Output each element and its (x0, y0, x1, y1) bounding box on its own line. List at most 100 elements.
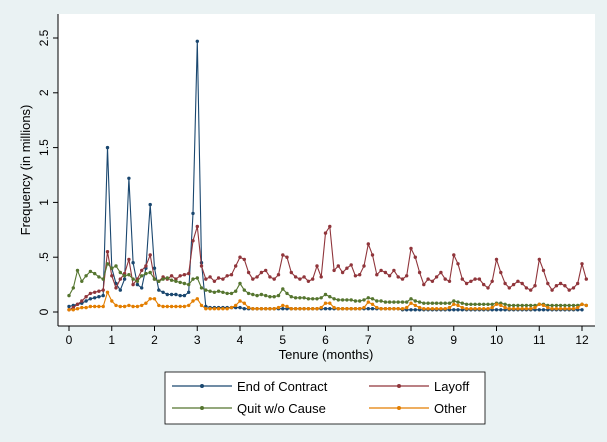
data-point (97, 304, 101, 309)
data-point (182, 273, 187, 277)
y-tick-label: 0 (37, 308, 51, 315)
data-point (490, 279, 494, 283)
data-point (383, 300, 388, 304)
data-point (148, 297, 152, 301)
data-point (349, 298, 353, 302)
data-point (546, 305, 550, 310)
data-point (144, 301, 148, 305)
data-point (323, 231, 328, 235)
data-point (554, 284, 559, 288)
data-point (426, 277, 430, 281)
data-point (580, 302, 584, 306)
data-point (405, 300, 409, 304)
data-point (238, 299, 242, 303)
data-point (482, 302, 486, 306)
data-point (67, 293, 71, 298)
data-point (529, 303, 533, 308)
data-point (311, 277, 315, 281)
data-point (567, 288, 571, 292)
data-point (114, 264, 118, 268)
x-tick-label: 2 (151, 333, 158, 347)
data-point (392, 307, 396, 311)
data-point (118, 270, 123, 275)
legend-label: End of Contract (237, 379, 328, 394)
data-point (554, 303, 559, 308)
data-point (71, 286, 76, 290)
data-point (486, 307, 490, 311)
data-point (101, 288, 105, 292)
data-point (558, 307, 563, 311)
series-layer (67, 39, 588, 312)
data-point (97, 295, 101, 299)
data-point (246, 305, 251, 310)
data-point (447, 301, 452, 305)
data-point (140, 303, 144, 308)
data-point (118, 277, 123, 281)
data-point (464, 281, 469, 286)
data-point (110, 266, 114, 270)
data-point (349, 263, 353, 267)
data-point (571, 307, 576, 311)
data-point (251, 307, 255, 311)
data-point (157, 288, 161, 292)
data-point (392, 268, 396, 273)
data-point (375, 305, 379, 310)
data-point (319, 275, 323, 279)
data-point (409, 308, 413, 312)
data-point (328, 307, 332, 311)
data-point (259, 292, 264, 297)
data-point (259, 270, 264, 275)
data-point (417, 300, 422, 304)
data-point (328, 224, 332, 229)
data-point (140, 268, 144, 273)
data-point (105, 145, 110, 150)
data-point (486, 286, 490, 290)
data-point (332, 297, 336, 301)
data-point (434, 275, 439, 279)
data-point (255, 275, 259, 279)
data-point (140, 286, 144, 290)
data-point (362, 264, 366, 268)
data-point (358, 307, 362, 311)
data-point (537, 308, 541, 312)
data-point (516, 303, 520, 308)
data-point (165, 276, 169, 280)
x-tick-label: 8 (408, 333, 415, 347)
data-point (161, 277, 165, 281)
data-point (187, 290, 191, 294)
data-point (229, 291, 234, 296)
data-point (178, 280, 182, 285)
data-point (75, 302, 80, 306)
data-point (358, 273, 362, 277)
data-point (216, 276, 221, 280)
data-point (131, 282, 135, 287)
data-point (212, 279, 217, 283)
data-point (482, 282, 486, 287)
data-point (251, 277, 255, 281)
data-point (370, 307, 375, 311)
data-point (276, 293, 281, 298)
data-point (212, 290, 217, 294)
data-point (328, 295, 332, 299)
x-axis: 0 1 2 3 4 5 6 7 8 9 10 11 12 (58, 325, 595, 347)
data-point (486, 302, 490, 306)
x-tick-label: 5 (279, 333, 286, 347)
legend-item: Quit w/o Cause (172, 401, 326, 416)
data-point (584, 277, 588, 281)
data-point (576, 281, 580, 286)
data-point (345, 266, 349, 270)
data-point (464, 307, 469, 311)
data-point (161, 304, 165, 309)
data-point (473, 277, 477, 281)
data-point (127, 176, 131, 180)
data-point (71, 308, 76, 312)
data-point (122, 277, 127, 281)
data-point (195, 224, 199, 229)
data-point (550, 307, 554, 311)
data-point (580, 262, 584, 266)
data-point (494, 302, 499, 306)
data-point (541, 268, 546, 273)
data-point (101, 293, 105, 298)
data-point (503, 281, 507, 286)
data-point (229, 305, 234, 310)
